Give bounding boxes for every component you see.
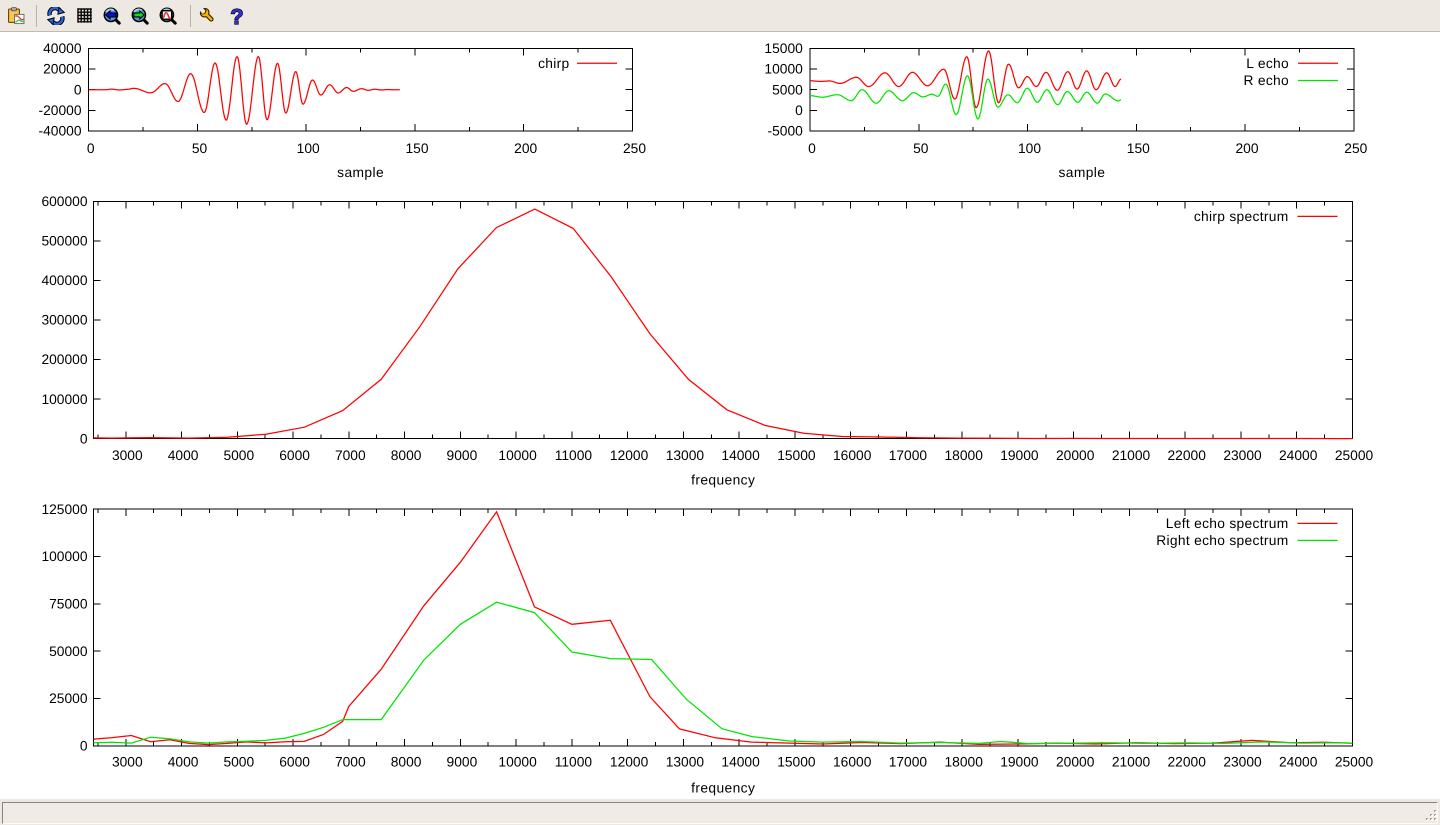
svg-text:16000: 16000 bbox=[833, 448, 872, 463]
svg-text:100: 100 bbox=[1018, 141, 1041, 156]
svg-text:0: 0 bbox=[87, 141, 95, 156]
svg-text:40000: 40000 bbox=[43, 41, 82, 56]
svg-text:15000: 15000 bbox=[777, 448, 816, 463]
svg-text:5000: 5000 bbox=[223, 448, 254, 463]
svg-text:25000: 25000 bbox=[1335, 755, 1374, 770]
svg-text:13000: 13000 bbox=[666, 448, 705, 463]
svg-text:23000: 23000 bbox=[1223, 448, 1262, 463]
svg-text:400000: 400000 bbox=[41, 273, 87, 288]
svg-text:250: 250 bbox=[1344, 141, 1367, 156]
svg-text:0: 0 bbox=[74, 82, 82, 97]
svg-text:100000: 100000 bbox=[41, 392, 87, 407]
svg-text:11000: 11000 bbox=[555, 448, 593, 463]
svg-text:125000: 125000 bbox=[41, 502, 87, 517]
svg-text:150: 150 bbox=[405, 141, 428, 156]
svg-text:25000: 25000 bbox=[1335, 448, 1374, 463]
svg-text:8000: 8000 bbox=[391, 448, 422, 463]
svg-text:sample: sample bbox=[1058, 165, 1105, 180]
svg-text:24000: 24000 bbox=[1279, 755, 1318, 770]
svg-text:22000: 22000 bbox=[1168, 448, 1207, 463]
svg-text:75000: 75000 bbox=[49, 597, 88, 612]
svg-text:frequency: frequency bbox=[691, 780, 755, 795]
svg-text:frequency: frequency bbox=[691, 473, 755, 488]
svg-text:6000: 6000 bbox=[279, 448, 310, 463]
svg-text:16000: 16000 bbox=[833, 755, 872, 770]
svg-text:20000: 20000 bbox=[43, 62, 82, 77]
svg-text:0: 0 bbox=[795, 103, 803, 118]
svg-text:11000: 11000 bbox=[555, 755, 593, 770]
svg-text:Right echo spectrum: Right echo spectrum bbox=[1156, 533, 1288, 548]
svg-text:7000: 7000 bbox=[335, 448, 366, 463]
svg-text:5000: 5000 bbox=[223, 755, 254, 770]
svg-text:0: 0 bbox=[808, 141, 816, 156]
svg-text:12000: 12000 bbox=[610, 448, 649, 463]
svg-text:200: 200 bbox=[514, 141, 537, 156]
svg-text:3000: 3000 bbox=[112, 448, 143, 463]
svg-text:250: 250 bbox=[623, 141, 646, 156]
svg-text:13000: 13000 bbox=[666, 755, 705, 770]
svg-text:50: 50 bbox=[192, 141, 208, 156]
svg-text:600000: 600000 bbox=[41, 194, 87, 209]
svg-text:sample: sample bbox=[337, 165, 384, 180]
svg-text:500000: 500000 bbox=[41, 234, 87, 249]
svg-text:24000: 24000 bbox=[1279, 448, 1318, 463]
svg-text:10000: 10000 bbox=[764, 62, 803, 77]
svg-text:3000: 3000 bbox=[112, 755, 143, 770]
svg-text:14000: 14000 bbox=[721, 448, 760, 463]
svg-text:20000: 20000 bbox=[1056, 448, 1095, 463]
svg-text:21000: 21000 bbox=[1112, 448, 1151, 463]
svg-text:chirp spectrum: chirp spectrum bbox=[1194, 209, 1289, 224]
svg-text:23000: 23000 bbox=[1223, 755, 1262, 770]
svg-text:150: 150 bbox=[1127, 141, 1150, 156]
svg-text:-20000: -20000 bbox=[39, 103, 82, 118]
svg-text:200000: 200000 bbox=[41, 352, 87, 367]
svg-text:19000: 19000 bbox=[1000, 755, 1039, 770]
svg-text:chirp: chirp bbox=[538, 56, 569, 71]
svg-text:9000: 9000 bbox=[447, 448, 478, 463]
svg-text:15000: 15000 bbox=[777, 755, 816, 770]
svg-text:200: 200 bbox=[1235, 141, 1258, 156]
svg-text:5000: 5000 bbox=[772, 82, 803, 97]
svg-text:17000: 17000 bbox=[889, 755, 928, 770]
svg-text:-5000: -5000 bbox=[768, 124, 804, 139]
svg-text:Left echo spectrum: Left echo spectrum bbox=[1166, 516, 1289, 531]
svg-text:10000: 10000 bbox=[498, 755, 537, 770]
svg-text:50000: 50000 bbox=[49, 644, 88, 659]
svg-text:14000: 14000 bbox=[721, 755, 760, 770]
svg-text:8000: 8000 bbox=[391, 755, 422, 770]
svg-text:15000: 15000 bbox=[764, 41, 803, 56]
svg-text:17000: 17000 bbox=[889, 448, 928, 463]
svg-text:-40000: -40000 bbox=[39, 124, 82, 139]
svg-text:12000: 12000 bbox=[610, 755, 649, 770]
svg-text:300000: 300000 bbox=[41, 313, 87, 328]
svg-text:4000: 4000 bbox=[168, 755, 199, 770]
svg-text:19000: 19000 bbox=[1000, 448, 1039, 463]
svg-text:100000: 100000 bbox=[41, 549, 87, 564]
svg-text:18000: 18000 bbox=[945, 755, 984, 770]
svg-text:7000: 7000 bbox=[335, 755, 366, 770]
svg-text:4000: 4000 bbox=[168, 448, 199, 463]
svg-text:?: ? bbox=[230, 5, 243, 29]
svg-text:R echo: R echo bbox=[1243, 73, 1289, 88]
svg-text:9000: 9000 bbox=[447, 755, 478, 770]
svg-text:50: 50 bbox=[913, 141, 929, 156]
svg-text:6000: 6000 bbox=[279, 755, 310, 770]
svg-text:L echo: L echo bbox=[1246, 56, 1289, 71]
svg-text:10000: 10000 bbox=[498, 448, 537, 463]
svg-text:0: 0 bbox=[80, 739, 88, 754]
svg-text:25000: 25000 bbox=[49, 691, 88, 706]
svg-text:22000: 22000 bbox=[1168, 755, 1207, 770]
svg-text:20000: 20000 bbox=[1056, 755, 1095, 770]
svg-text:18000: 18000 bbox=[945, 448, 984, 463]
svg-text:0: 0 bbox=[80, 431, 88, 446]
svg-text:21000: 21000 bbox=[1112, 755, 1151, 770]
svg-text:100: 100 bbox=[297, 141, 320, 156]
